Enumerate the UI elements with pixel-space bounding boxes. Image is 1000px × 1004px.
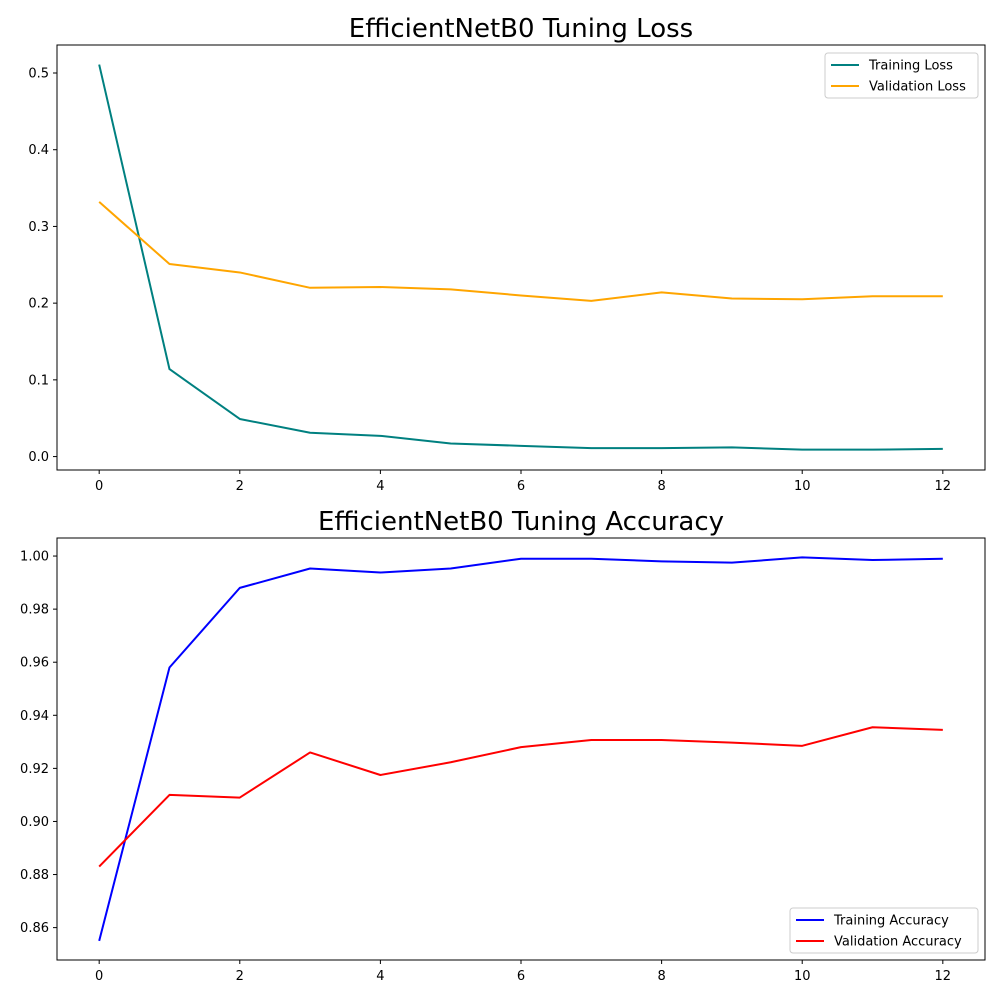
x-tick-label: 8 xyxy=(657,479,665,494)
x-tick-label: 10 xyxy=(794,969,811,984)
x-tick-label: 12 xyxy=(935,969,952,984)
plot-frame xyxy=(56,44,986,471)
y-tick-label: 0.5 xyxy=(28,67,49,82)
legend: Training Accuracy Validation Accuracy xyxy=(789,907,979,954)
x-tick-label: 12 xyxy=(935,479,952,494)
chart-title: EfficientNetB0 Tuning Accuracy xyxy=(318,507,724,537)
legend: Training Loss Validation Loss xyxy=(824,52,979,99)
legend-label: Training Loss xyxy=(868,59,953,74)
y-tick-label: 0.90 xyxy=(20,815,49,830)
series-line-training-loss xyxy=(98,64,943,451)
x-tick-label: 0 xyxy=(95,969,103,984)
y-tick-label: 0.86 xyxy=(20,921,49,936)
legend-label: Validation Accuracy xyxy=(834,935,962,950)
x-tick-label: 8 xyxy=(657,969,665,984)
legend-box xyxy=(789,907,979,954)
series-line-validation-loss xyxy=(98,201,943,302)
x-tick-label: 2 xyxy=(236,969,244,984)
series-line-validation-accuracy xyxy=(98,726,943,868)
chart-0: EfficientNetB0 Tuning Loss 0 2 4 6 8 10 12 0.0 0.… xyxy=(28,14,986,494)
y-tick-label: 1.00 xyxy=(20,550,49,565)
y-tick-label: 0.98 xyxy=(20,603,49,618)
chart-title: EfficientNetB0 Tuning Loss xyxy=(349,14,693,44)
legend-label: Validation Loss xyxy=(869,80,966,95)
y-tick-label: 0.88 xyxy=(20,868,49,883)
plot-frame xyxy=(56,537,986,961)
y-tick-label: 0.4 xyxy=(28,143,49,158)
legend-label: Training Accuracy xyxy=(833,914,949,929)
x-tick-label: 4 xyxy=(376,479,384,494)
legend-box xyxy=(824,52,979,99)
chart-1: EfficientNetB0 Tuning Accuracy 0 2 4 6 8 10 12 0… xyxy=(20,507,986,984)
series-line-training-accuracy xyxy=(98,556,943,942)
y-tick-label: 0.94 xyxy=(20,709,49,724)
x-tick-label: 6 xyxy=(517,479,525,494)
y-tick-label: 0.1 xyxy=(28,373,49,388)
x-tick-label: 6 xyxy=(517,969,525,984)
y-tick-label: 0.92 xyxy=(20,762,49,777)
y-tick-label: 0.3 xyxy=(28,220,49,235)
y-tick-label: 0.96 xyxy=(20,656,49,671)
x-tick-label: 0 xyxy=(95,479,103,494)
x-tick-label: 4 xyxy=(376,969,384,984)
y-tick-label: 0.0 xyxy=(28,450,49,465)
x-tick-label: 2 xyxy=(236,479,244,494)
y-tick-label: 0.2 xyxy=(28,297,49,312)
x-tick-label: 10 xyxy=(794,479,811,494)
